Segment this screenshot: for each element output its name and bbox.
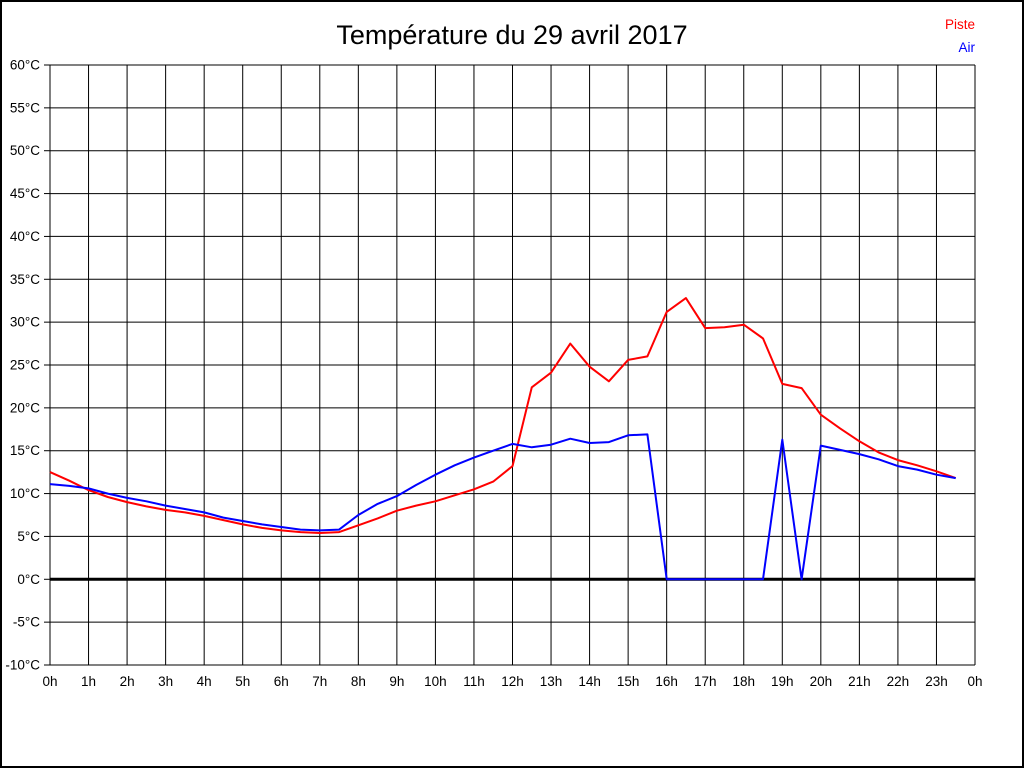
y-tick-label: 0°C bbox=[17, 572, 40, 587]
x-tick-label: 9h bbox=[389, 674, 404, 689]
y-tick-label: 25°C bbox=[10, 358, 40, 373]
gridlines bbox=[44, 64, 976, 666]
piste-line bbox=[49, 297, 957, 534]
x-tick-label: 0h bbox=[967, 674, 982, 689]
x-tick-label: 7h bbox=[312, 674, 327, 689]
y-tick-label: 5°C bbox=[17, 529, 40, 544]
x-tick-label: 22h bbox=[887, 674, 910, 689]
y-tick-label: 40°C bbox=[10, 229, 40, 244]
y-tick-label: -10°C bbox=[5, 658, 40, 673]
y-tick-label: -5°C bbox=[13, 615, 40, 630]
x-tick-label: 19h bbox=[771, 674, 794, 689]
x-tick-label: 20h bbox=[810, 674, 833, 689]
legend: Piste Air bbox=[945, 13, 975, 59]
x-tick-label: 13h bbox=[540, 674, 563, 689]
y-tick-label: 20°C bbox=[10, 400, 40, 415]
y-tick-label: 45°C bbox=[10, 186, 40, 201]
x-tick-label: 10h bbox=[424, 674, 447, 689]
x-tick-label: 21h bbox=[848, 674, 871, 689]
y-tick-label: 60°C bbox=[10, 58, 40, 73]
x-tick-label: 0h bbox=[42, 674, 57, 689]
y-tick-label: 15°C bbox=[10, 443, 40, 458]
y-tick-label: 10°C bbox=[10, 486, 40, 501]
chart-title: Température du 29 avril 2017 bbox=[336, 20, 688, 50]
y-tick-label: 55°C bbox=[10, 100, 40, 115]
y-tick-label: 35°C bbox=[10, 272, 40, 287]
x-tick-label: 8h bbox=[351, 674, 366, 689]
x-tick-label: 16h bbox=[655, 674, 678, 689]
x-tick-label: 5h bbox=[235, 674, 250, 689]
x-tick-label: 18h bbox=[732, 674, 755, 689]
x-tick-label: 17h bbox=[694, 674, 717, 689]
x-tick-label: 4h bbox=[197, 674, 212, 689]
air-line bbox=[49, 433, 956, 581]
legend-item-piste: Piste bbox=[944, 17, 975, 32]
x-tick-label: 6h bbox=[274, 674, 289, 689]
y-tick-label: 50°C bbox=[10, 143, 40, 158]
x-tick-label: 14h bbox=[578, 674, 601, 689]
x-tick-label: 23h bbox=[925, 674, 948, 689]
y-tick-label: 30°C bbox=[10, 315, 40, 330]
x-tick-label: 12h bbox=[501, 674, 524, 689]
x-tick-label: 3h bbox=[158, 674, 173, 689]
x-tick-label: 2h bbox=[120, 674, 135, 689]
legend-item-air: Air bbox=[958, 40, 976, 55]
x-tick-label: 1h bbox=[81, 674, 96, 689]
x-tick-label: 11h bbox=[463, 674, 485, 689]
x-tick-label: 15h bbox=[617, 674, 640, 689]
